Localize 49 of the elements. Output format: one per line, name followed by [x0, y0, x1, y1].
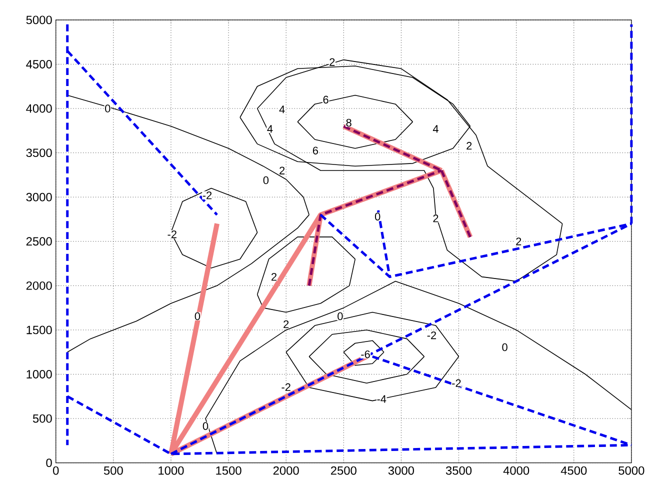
annotation: 0 [194, 312, 200, 320]
annotation: 2 [284, 320, 289, 328]
y-tick-label: 2500 [26, 237, 52, 246]
annotation: 0 [338, 312, 343, 320]
annotation: 2 [516, 238, 522, 246]
y-tick-label: 3000 [26, 193, 52, 202]
x-tick-label: 2500 [330, 466, 356, 475]
annotation: 0 [202, 422, 208, 430]
x-tick-label: 0 [53, 466, 59, 475]
y-tick-label: 3500 [26, 148, 52, 158]
annotation: 2 [272, 273, 276, 281]
annotation: 0 [502, 344, 508, 352]
x-tick-label: 2000 [273, 466, 299, 475]
x-tick-label: 1500 [216, 466, 242, 475]
x-tick-label: 4500 [560, 466, 587, 475]
annotation: 2 [280, 166, 285, 174]
y-tick-label: 0 [46, 458, 52, 468]
annotation: 4 [267, 125, 273, 133]
annotation: 0 [105, 104, 110, 113]
x-tick-label: 5000 [618, 466, 644, 475]
y-tick-label: 500 [32, 414, 52, 423]
x-tick-label: 3000 [388, 466, 414, 475]
annotation: 0 [374, 212, 380, 221]
annotation: -6 [361, 350, 370, 358]
annotation: 8 [346, 118, 352, 127]
y-tick-label: 5000 [26, 16, 52, 24]
annotation: -2 [282, 383, 290, 392]
x-tick-label: 1000 [158, 466, 184, 475]
y-tick-label: 4000 [26, 104, 52, 113]
annotation: -4 [377, 395, 386, 403]
x-tick-label: 3500 [446, 466, 472, 475]
annotation: 6 [323, 96, 328, 104]
annotation: 2 [330, 58, 335, 66]
annotation: 2 [433, 214, 438, 222]
annotation: 4 [279, 106, 285, 114]
annotation: 2 [466, 142, 472, 150]
y-tick-label: 1500 [26, 326, 52, 334]
annotation: 4 [432, 125, 438, 133]
x-tick-label: 500 [104, 466, 123, 475]
y-tick-label: 4500 [26, 60, 52, 69]
annotation: -2 [202, 192, 212, 200]
x-tick-label: 4000 [503, 466, 530, 475]
annotation: -2 [452, 379, 461, 388]
y-tick-label: 2000 [26, 282, 52, 290]
annotation: 0 [263, 176, 269, 184]
annotation: 6 [312, 146, 318, 155]
annotation: -2 [427, 332, 436, 340]
y-tick-label: 1000 [26, 370, 52, 379]
annotation: -2 [168, 230, 176, 238]
